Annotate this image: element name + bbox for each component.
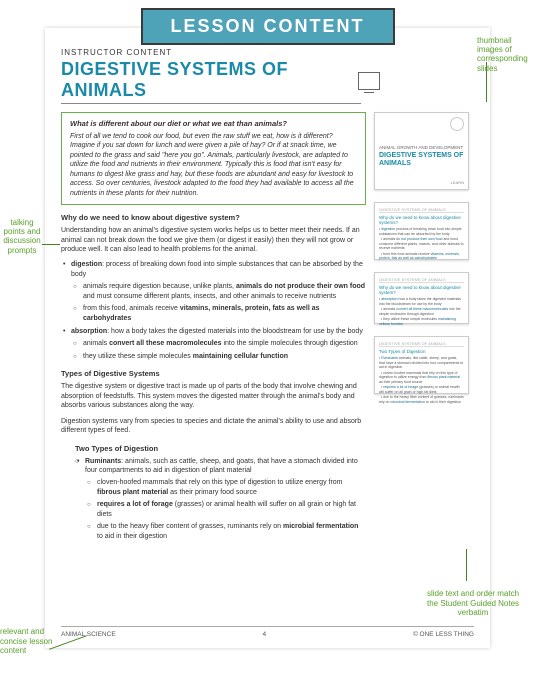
slide-thumbnail: DIGESTIVE SYSTEMS OF ANIMALS Why do we n… (374, 272, 469, 324)
sublist: animals require digestion because, unlik… (71, 282, 366, 323)
list-item: animals require digestion because, unlik… (83, 282, 366, 301)
sec2-bullets: ○ Ruminants: animals, such as cattle, sh… (75, 457, 366, 542)
sec1-heading: Why do we need to know about digestive s… (61, 213, 366, 222)
bold: requires a lot of forage (97, 501, 173, 508)
list-item: animals convert all these macromolecules… (83, 339, 366, 348)
q1-heading: What is different about our diet or what… (70, 119, 357, 128)
thumb-line: • requires a lot of forage (grasses) or … (379, 385, 464, 394)
thumb-line: • animals convert all these macromolecul… (379, 307, 464, 316)
txt: from this food, animals receive (83, 305, 180, 312)
banner: LESSON CONTENT (140, 8, 394, 45)
list-item: due to the heavy fiber content of grasse… (97, 522, 366, 541)
txt: into the simple molecules through digest… (222, 340, 358, 347)
term: Ruminants (85, 458, 121, 465)
page-title: DIGESTIVE SYSTEMS OF ANIMALS (61, 59, 361, 104)
content-wrap: What is different about our diet or what… (61, 112, 474, 545)
footer-right: © ONE LESS THING (413, 631, 474, 638)
term: absorption (71, 328, 107, 335)
thumb-title: Why do we need to know about digestive s… (379, 215, 464, 225)
list-item: absorption: how a body takes the digeste… (71, 327, 366, 361)
txt: cloven-hoofed mammals that rely on this … (97, 479, 343, 486)
thumb-line: • due to the heavy fiber content of gras… (379, 395, 464, 404)
txt: as their primary food source (168, 489, 257, 496)
thumb-line: • from this food animals receive vitamin… (379, 252, 464, 261)
list-item: cloven-hoofed mammals that rely on this … (97, 478, 366, 497)
thumb-line: • Ruminants animals, like cattle, sheep,… (379, 356, 464, 370)
thumb-title: Why do we need to know about digestive s… (379, 285, 464, 295)
projector-icon (358, 72, 380, 90)
callout-guided-notes: slide text and order match the Student G… (423, 589, 523, 617)
thumb-head: DIGESTIVE SYSTEMS OF ANIMALS (379, 277, 464, 283)
thumbnails-column: ANIMAL GROWTH AND DEVELOPMENT DIGESTIVE … (374, 112, 469, 545)
callout-lesson-content: relevant and concise lesson content (0, 627, 68, 655)
sec1-bullets: digestion: process of breaking down food… (61, 260, 366, 361)
q1-body: First of all we tend to cook our food, b… (70, 132, 357, 198)
txt: animals (83, 340, 109, 347)
sec1-body: Understanding how an animal's digestive … (61, 226, 366, 254)
bold: microbial fermentation (283, 523, 358, 530)
bold: maintaining cellular function (193, 353, 288, 360)
list-item: ○ Ruminants: animals, such as cattle, sh… (85, 457, 366, 542)
slide-thumbnail-hero: ANIMAL GROWTH AND DEVELOPMENT DIGESTIVE … (374, 112, 469, 190)
thumb-line: • cloven-hoofed mammals that rely on thi… (379, 371, 464, 385)
pointer-line (466, 549, 467, 581)
bold: animals do not produce their own food (236, 283, 365, 290)
txt: and must consume different plants, insec… (83, 293, 336, 300)
txt: due to the heavy fiber content of grasse… (97, 523, 283, 530)
list-item: they utilize these simple molecules main… (83, 352, 366, 361)
slide-thumbnail: DIGESTIVE SYSTEMS OF ANIMALS Why do we n… (374, 202, 469, 260)
instructor-label: INSTRUCTOR CONTENT (61, 48, 474, 57)
sec2-p2: Digestion systems vary from species to s… (61, 417, 366, 436)
thumb-line: • animals do not produce their own food … (379, 237, 464, 251)
thumb-head: DIGESTIVE SYSTEMS OF ANIMALS (379, 207, 464, 213)
sublist: animals convert all these macromolecules… (71, 339, 366, 361)
footer: ANIMAL SCIENCE 4 © ONE LESS THING (61, 626, 474, 638)
callout-thumbnails: thumbnail images of corresponding slides (477, 36, 533, 73)
def: : animals, such as cattle, sheep, and go… (85, 458, 358, 474)
main-column: What is different about our diet or what… (61, 112, 366, 545)
list-item: from this food, animals receive vitamins… (83, 304, 366, 323)
txt: they utilize these simple molecules (83, 353, 193, 360)
thumb-title: Two Types of Digestion (379, 349, 464, 354)
list-item: requires a lot of forage (grasses) or an… (97, 500, 366, 519)
thumb-line: • they utilize these simple molecules ma… (379, 317, 464, 326)
term: digestion (71, 261, 102, 268)
thumb-line: • digestion process of breaking down foo… (379, 227, 464, 236)
def: : process of breaking down food into sim… (71, 261, 363, 277)
page: INSTRUCTOR CONTENT DIGESTIVE SYSTEMS OF … (45, 28, 490, 648)
def: : how a body takes the digested material… (107, 328, 363, 335)
pointer-line (42, 244, 60, 245)
thumb-sub: ANIMAL GROWTH AND DEVELOPMENT (379, 145, 464, 150)
thumb-learn: LEARN (451, 180, 464, 185)
bold: fibrous plant material (97, 489, 168, 496)
footer-left: ANIMAL SCIENCE (61, 631, 116, 638)
banner-text: LESSON CONTENT (170, 16, 364, 36)
thumb-head: DIGESTIVE SYSTEMS OF ANIMALS (379, 341, 464, 347)
thumb-title: DIGESTIVE SYSTEMS OF ANIMALS (379, 152, 464, 167)
sec2-heading: Types of Digestive Systems (61, 369, 366, 378)
bold: convert all these macromolecules (109, 340, 221, 347)
sublist: cloven-hoofed mammals that rely on this … (85, 478, 366, 541)
txt: animals require digestion because, unlik… (83, 283, 236, 290)
sec2-subhead: Two Types of Digestion (75, 444, 366, 453)
callout-talking-points: talking points and discussion prompts (0, 218, 44, 255)
sec2-p1: The digestive system or digestive tract … (61, 382, 366, 410)
thumb-line: • absorption how a body takes the digest… (379, 297, 464, 306)
slide-thumbnail: DIGESTIVE SYSTEMS OF ANIMALS Two Types o… (374, 336, 469, 394)
logo-icon (450, 117, 464, 131)
footer-page: 4 (263, 631, 267, 638)
intro-question-box: What is different about our diet or what… (61, 112, 366, 205)
txt: to aid in their digestion (97, 533, 167, 540)
list-item: digestion: process of breaking down food… (71, 260, 366, 323)
